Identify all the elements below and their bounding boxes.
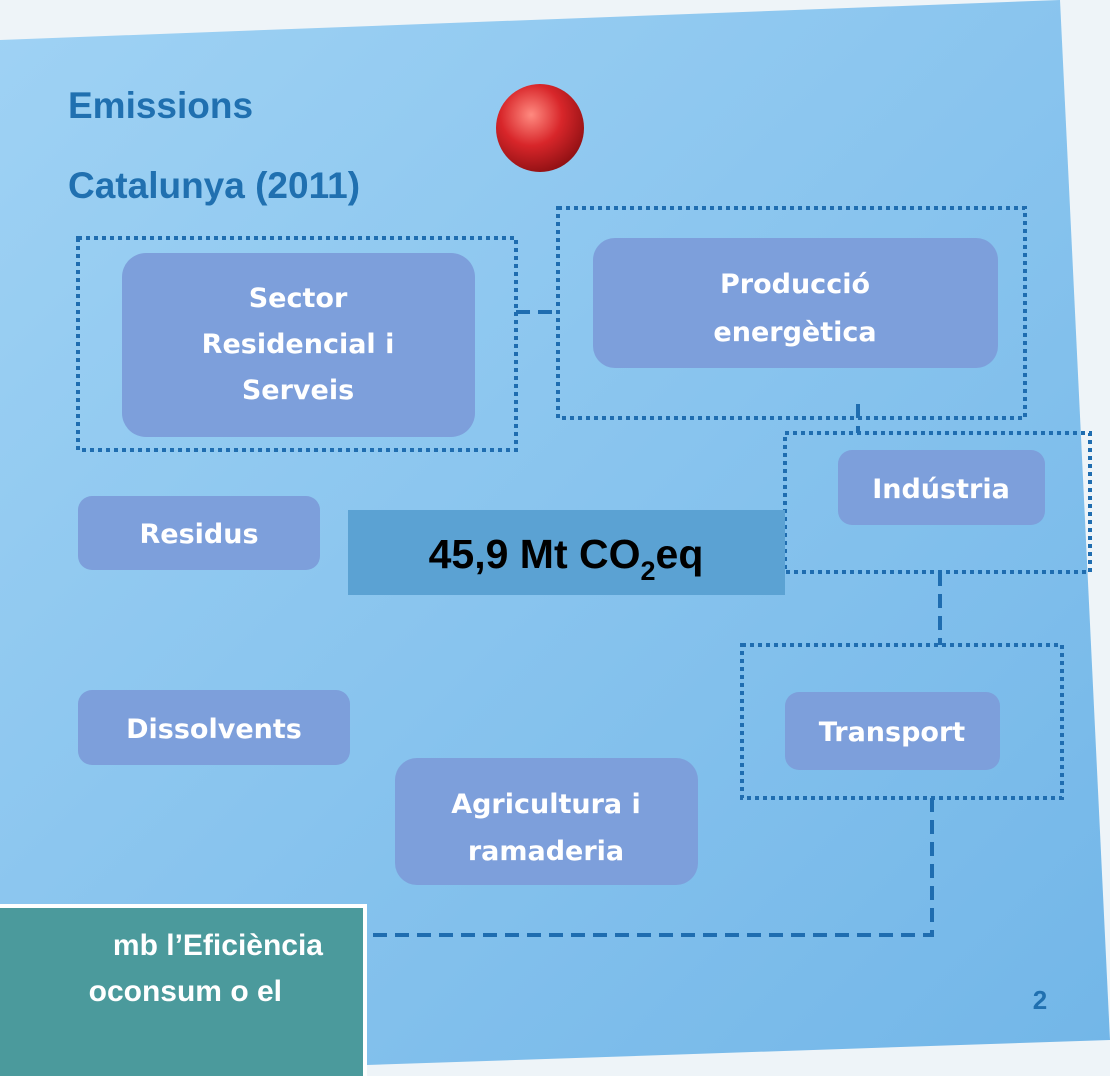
node-label: energètica xyxy=(713,317,876,348)
total-suffix: eq xyxy=(656,531,704,577)
total-subscript: 2 xyxy=(641,556,656,586)
slide: Emissions Catalunya (2011) Sector Reside… xyxy=(0,0,1110,1076)
callout-text: mb l’Eficiència xyxy=(113,929,323,962)
node-label: Producció xyxy=(720,269,870,300)
node-label: Indústria xyxy=(872,474,1010,505)
node-label: Transport xyxy=(819,717,965,748)
node-label: ramaderia xyxy=(468,836,624,867)
pushpin xyxy=(496,84,584,172)
node-box xyxy=(593,238,998,368)
node-label: Sector xyxy=(249,283,348,314)
node-label: Agricultura i xyxy=(451,789,641,820)
total-main: 45,9 Mt CO xyxy=(429,531,641,577)
callout-text: oconsum o el xyxy=(89,975,282,1008)
title-line: Catalunya (2011) xyxy=(68,165,360,206)
node-label: Serveis xyxy=(242,375,354,406)
page-number: 2 xyxy=(1033,985,1047,1015)
title-line: Emissions xyxy=(68,85,253,126)
node-label: Residencial i xyxy=(202,329,395,360)
node-label: Residus xyxy=(139,519,258,550)
node-label: Dissolvents xyxy=(126,714,302,745)
